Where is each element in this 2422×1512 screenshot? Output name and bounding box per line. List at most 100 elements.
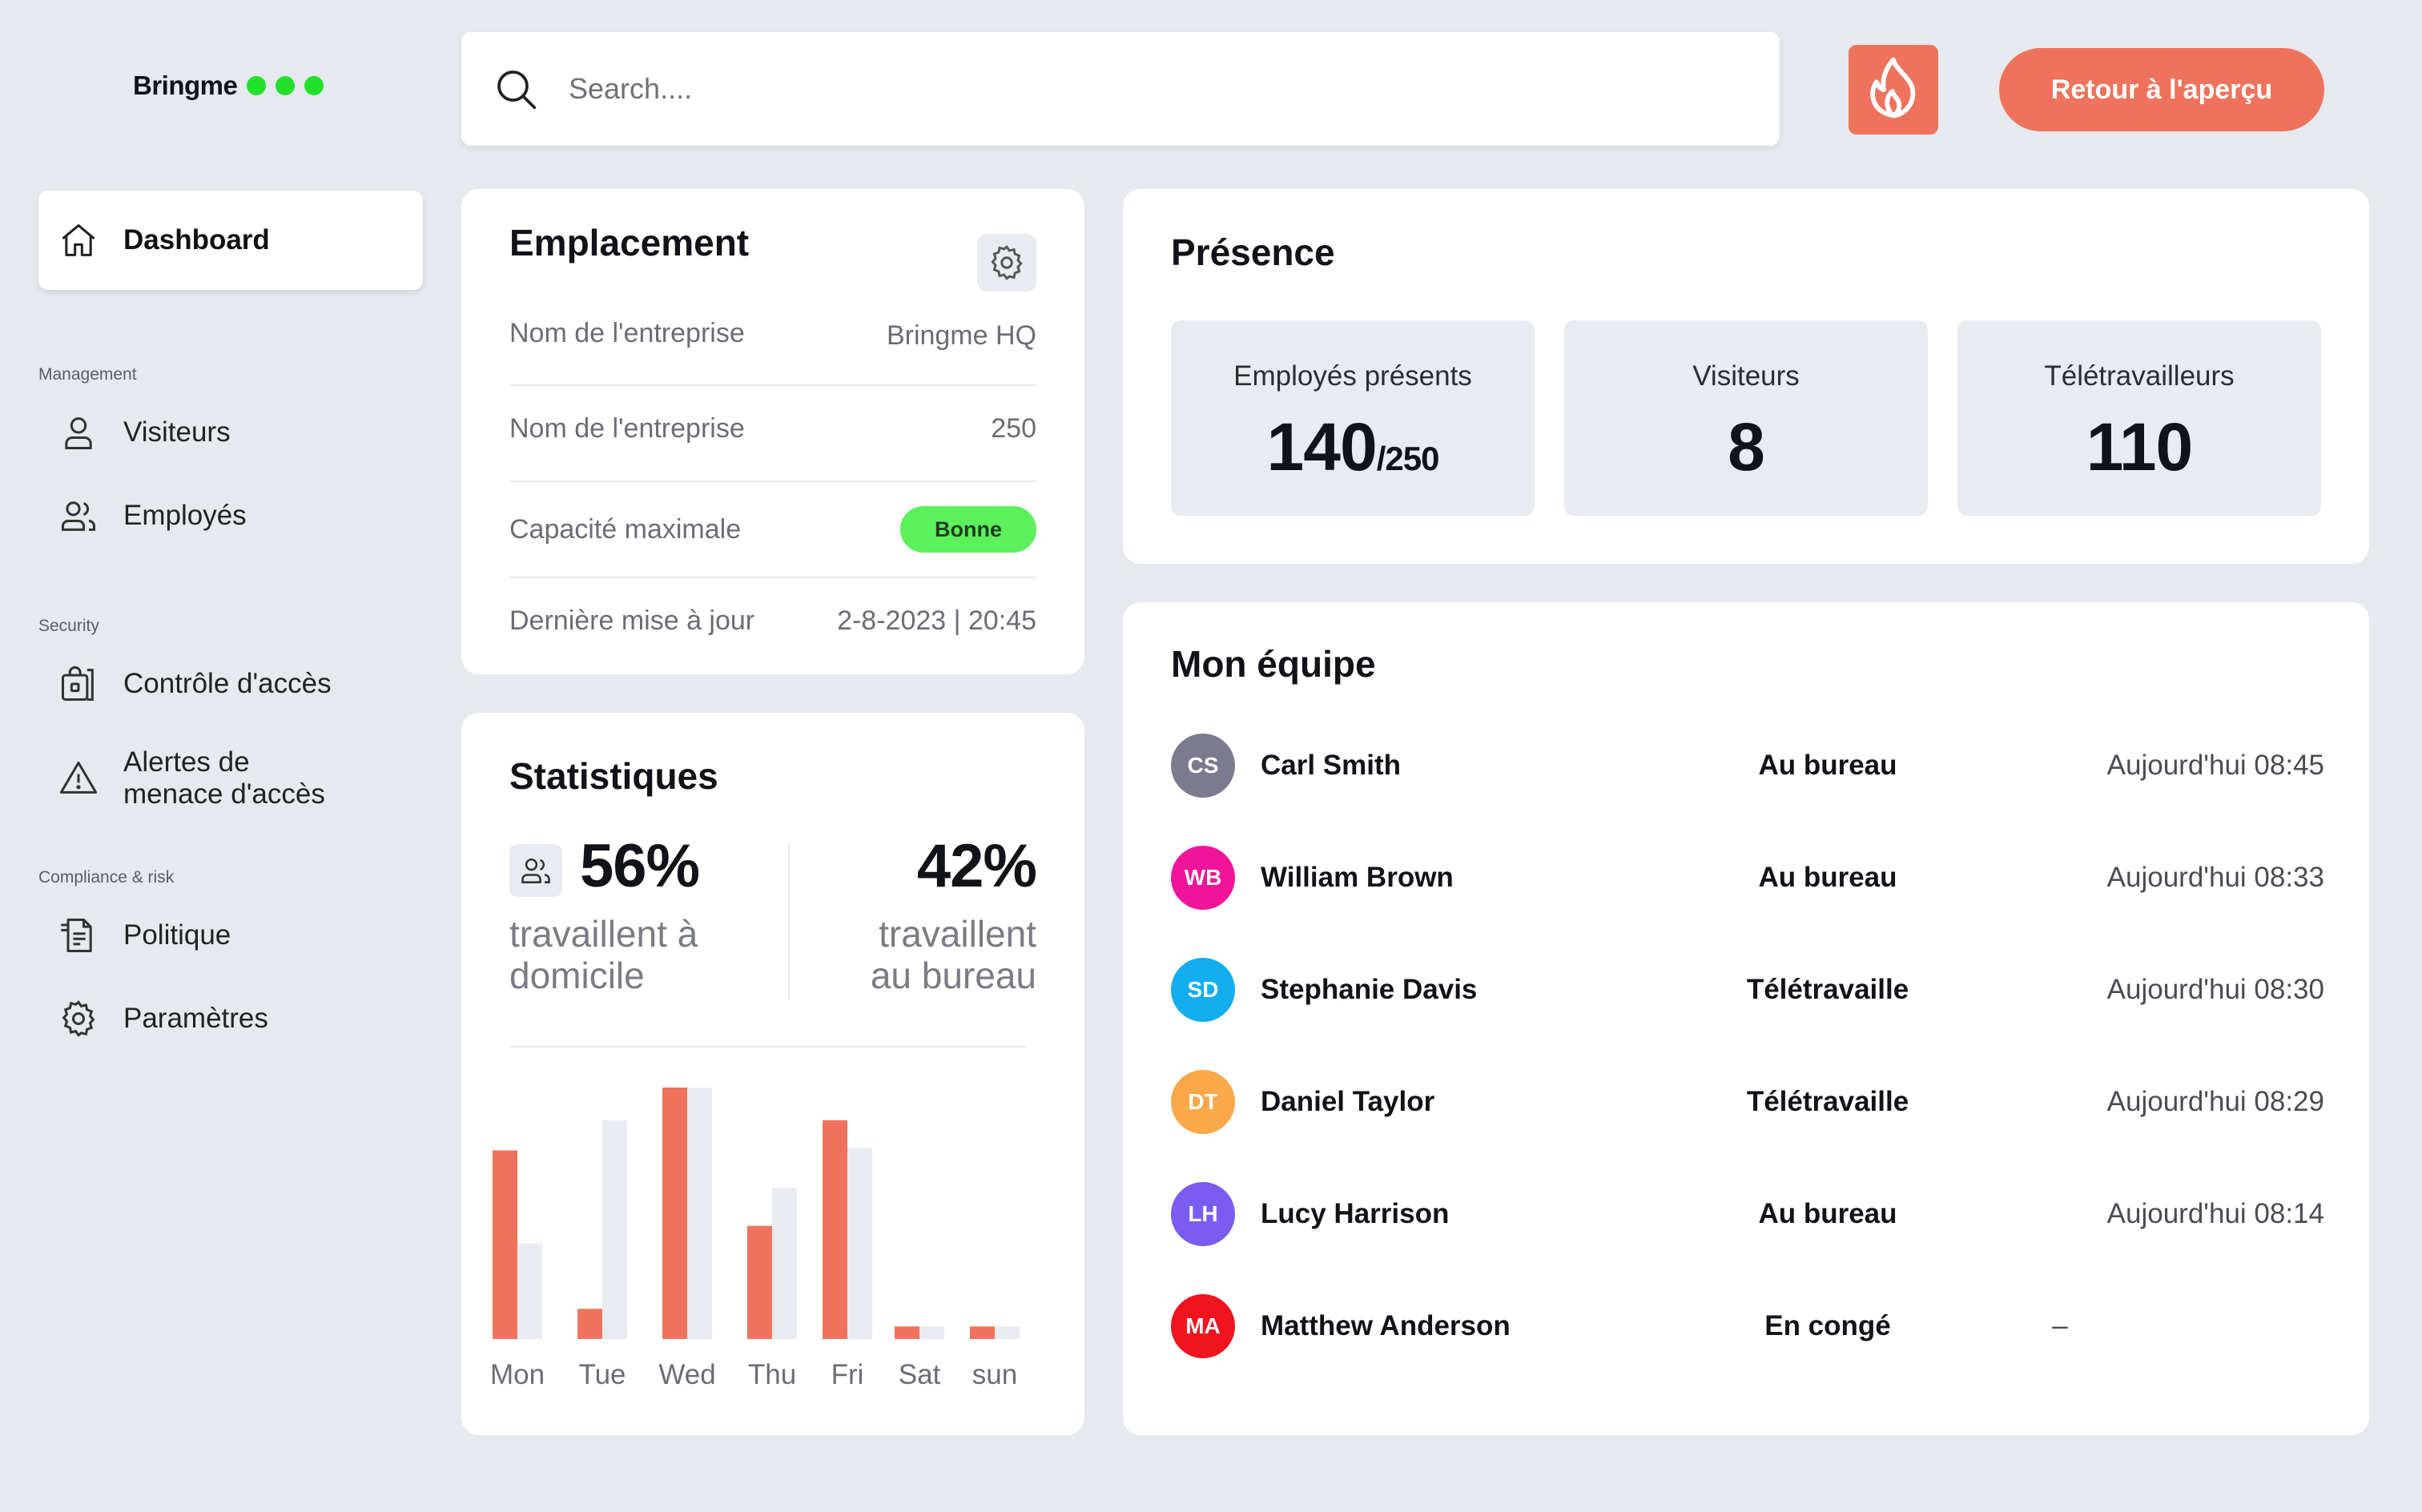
team-member-row[interactable]: CS Carl Smith Au bureau Aujourd'hui 08:45 [1171,734,2324,798]
location-title: Emplacement [509,222,750,263]
row-value: 250 [991,413,1036,444]
home-caption: travaillent à domicile [509,913,698,996]
bar-thu-series-2 [772,1188,797,1339]
search-bar[interactable] [461,32,1780,146]
bar-sat-series-2 [919,1326,944,1339]
tile-value: 8 [1728,409,1765,485]
statistics-title: Statistiques [509,755,718,797]
location-row-capacity: Capacité maximale Bonne [509,506,1036,553]
status-dot-2 [276,76,296,95]
team-member-row[interactable]: SD Stephanie Davis Télétravaille Aujourd'hu… [1171,958,2324,1022]
presence-tile-visitors: Visiteurs 8 [1564,320,1928,516]
team-card: Mon équipe CS Carl Smith Au bureau Aujourd'… [1123,602,2369,1435]
bar-mon-series-2 [517,1243,542,1339]
bar-sat-series-1 [895,1326,919,1339]
sidebar-item-label: Employés [123,500,247,531]
sidebar-item-label: Dashboard [123,224,270,255]
statistics-card: Statistiques 56% travaillent à domicile … [461,713,1084,1435]
brand-name: Bringme [133,70,238,100]
sidebar-item-employes[interactable]: Employés [38,495,423,537]
office-caption: travaillent au bureau [871,913,1036,996]
team-member-row[interactable]: MA Matthew Anderson En congé – [1171,1294,2324,1358]
bar-sun-series-2 [995,1326,1020,1339]
member-time: Aujourd'hui 08:45 [2106,750,2324,781]
bar-tue-series-1 [577,1309,602,1339]
bar-wed-series-1 [662,1088,687,1339]
stat-users-badge [509,844,562,897]
bar-wed-series-2 [687,1088,712,1339]
bar-thu-series-1 [747,1225,772,1339]
home-caption-line2: domicile [509,955,645,996]
sidebar-item-label: Alertes de menace d'accès [123,746,325,810]
bar-tue-series-2 [602,1120,627,1339]
search-input[interactable] [569,72,1690,106]
users-icon [521,858,550,883]
member-name: Carl Smith [1261,750,1402,781]
divider [509,577,1036,578]
team-member-row[interactable]: WB William Brown Au bureau Aujourd'hui 08:3… [1171,846,2324,910]
location-row-updated: Dernière mise à jour 2-8-2023 | 20:45 [509,605,1036,637]
tile-label: Télétravailleurs [2044,360,2235,392]
team-member-row[interactable]: LH Lucy Harrison Au bureau Aujourd'hui 08:1… [1171,1182,2324,1246]
avatar: DT [1171,1070,1235,1134]
sidebar-item-label-line1: Alertes de [123,746,250,778]
section-label-compliance: Compliance & risk [38,868,175,887]
sidebar-item-label: Politique [123,919,231,951]
warning-icon [59,761,98,794]
sidebar-item-label-line2: menace d'accès [123,778,325,810]
x-tick-label: sun [972,1359,1017,1390]
back-to-overview-button[interactable]: Retour à l'aperçu [1999,48,2324,131]
member-status: Au bureau [1758,862,1897,893]
sidebar-item-threat-alerts[interactable]: Alertes de menace d'accès [38,746,423,810]
bar-fri-series-2 [847,1148,872,1339]
tile-value-main: 140 [1266,409,1378,485]
member-status: Télétravaille [1746,974,1909,1005]
fire-icon [1870,57,1916,119]
users-icon [61,501,96,531]
member-name: Daniel Taylor [1261,1086,1435,1117]
bar-sun-series-1 [970,1326,995,1339]
tile-value: 140/250 [1171,408,1535,486]
location-row-company: Nom de l'entreprise Bringme HQ [509,316,1036,352]
office-caption-line2: au bureau [870,955,1036,996]
presence-tile-employees: Employés présents 140/250 [1171,320,1535,516]
home-percentage: 56% [580,832,700,900]
fire-alert-button[interactable] [1849,45,1938,135]
location-card: Emplacement Nom de l'entreprise Bringme … [461,189,1084,674]
weekly-bar-chart: Mon Tue Wed Thu Fri Sat sun [490,1088,1020,1390]
sidebar-item-parametres[interactable]: Paramètres [38,998,423,1040]
avatar: CS [1171,734,1235,798]
sidebar-item-label: Paramètres [123,1003,268,1034]
sidebar-item-label: Visiteurs [123,416,231,448]
member-time: Aujourd'hui 08:14 [2106,1198,2324,1229]
row-value: Bringme HQ [886,320,1036,351]
member-status: En congé [1764,1310,1891,1341]
row-label: Dernière mise à jour [509,605,755,636]
status-dots [247,76,324,95]
tile-label: Employés présents [1233,360,1472,392]
sidebar-item-access-control[interactable]: Contrôle d'accès [38,663,423,705]
tile-label: Visiteurs [1692,360,1800,392]
user-icon [65,417,92,450]
location-settings-button[interactable] [977,234,1036,292]
sidebar-item-dashboard[interactable]: Dashboard [38,191,423,290]
team-member-row[interactable]: DT Daniel Taylor Télétravaille Aujourd'hui … [1171,1070,2324,1134]
sidebar-item-politique[interactable]: Politique [38,915,423,956]
sidebar-item-visiteurs[interactable]: Visiteurs [38,412,423,453]
row-value: 2-8-2023 | 20:45 [837,605,1036,636]
avatar: MA [1171,1294,1235,1358]
row-label: Nom de l'entreprise [509,318,745,348]
policy-icon [61,918,92,953]
x-tick-label: Mon [490,1359,545,1390]
bar-mon-series-1 [493,1150,517,1339]
member-time: Aujourd'hui 08:33 [2106,862,2324,893]
gear-icon [62,1000,95,1037]
location-row-count: Nom de l'entreprise 250 [509,413,1036,444]
home-icon [62,224,95,256]
member-name: Matthew Anderson [1261,1310,1511,1341]
team-title: Mon équipe [1171,643,1376,685]
divider [509,384,1036,386]
gear-icon [991,245,1023,280]
capacity-badge: Bonne [900,506,1036,553]
member-time: Aujourd'hui 08:30 [2106,974,2324,1005]
